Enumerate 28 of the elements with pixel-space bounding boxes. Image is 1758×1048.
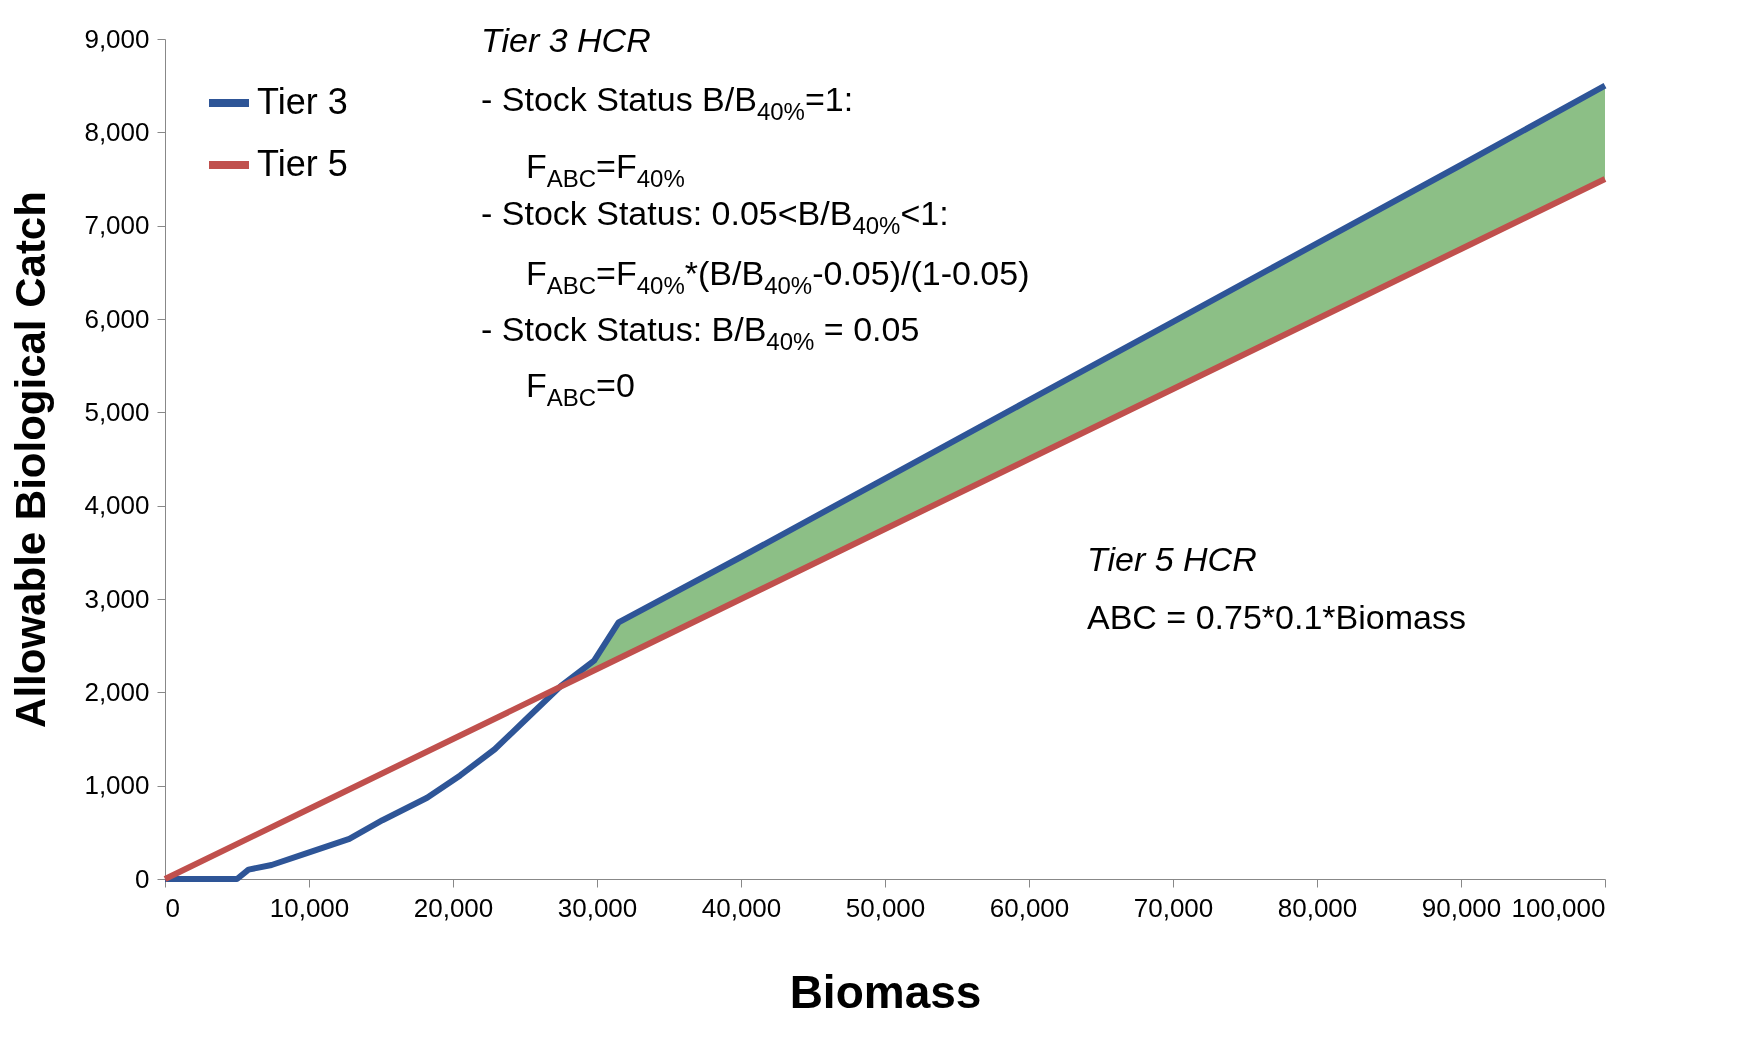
y-tick-label: 8,000 [84, 116, 150, 147]
x-tick-label: 70,000 [1133, 892, 1214, 923]
y-axis-title: Allowable Biological Catch [7, 191, 55, 728]
y-tick-label: 7,000 [84, 210, 150, 241]
y-tick-label: 4,000 [84, 490, 150, 521]
y-tick-label: 6,000 [84, 303, 150, 334]
y-tick-label: 3,000 [84, 583, 150, 614]
x-tick-label: 10,000 [269, 892, 350, 923]
annotation: Tier 5 HCR [1087, 540, 1257, 578]
x-tick-label: 30,000 [557, 892, 638, 923]
x-tick-label: 60,000 [989, 892, 1070, 923]
legend-label: Tier 3 [257, 81, 348, 122]
x-tick-label: 80,000 [1277, 892, 1358, 923]
x-tick-label: 40,000 [701, 892, 782, 923]
x-tick-label: 20,000 [413, 892, 494, 923]
y-tick-label: 1,000 [84, 770, 150, 801]
x-tick-label: 90,000 [1421, 892, 1502, 923]
annotation: Tier 3 HCR [481, 21, 651, 59]
x-tick-label: 0 [165, 892, 180, 923]
x-axis-title: Biomass [789, 965, 982, 1018]
annotation: ABC = 0.75*0.1*Biomass [1087, 598, 1466, 636]
x-tick-label: 50,000 [845, 892, 926, 923]
y-tick-label: 0 [135, 863, 150, 894]
y-tick-label: 5,000 [84, 396, 150, 427]
legend-label: Tier 5 [257, 143, 348, 184]
y-tick-label: 9,000 [84, 23, 150, 54]
x-tick-label: 100,000 [1511, 892, 1606, 923]
y-tick-label: 2,000 [84, 676, 150, 707]
